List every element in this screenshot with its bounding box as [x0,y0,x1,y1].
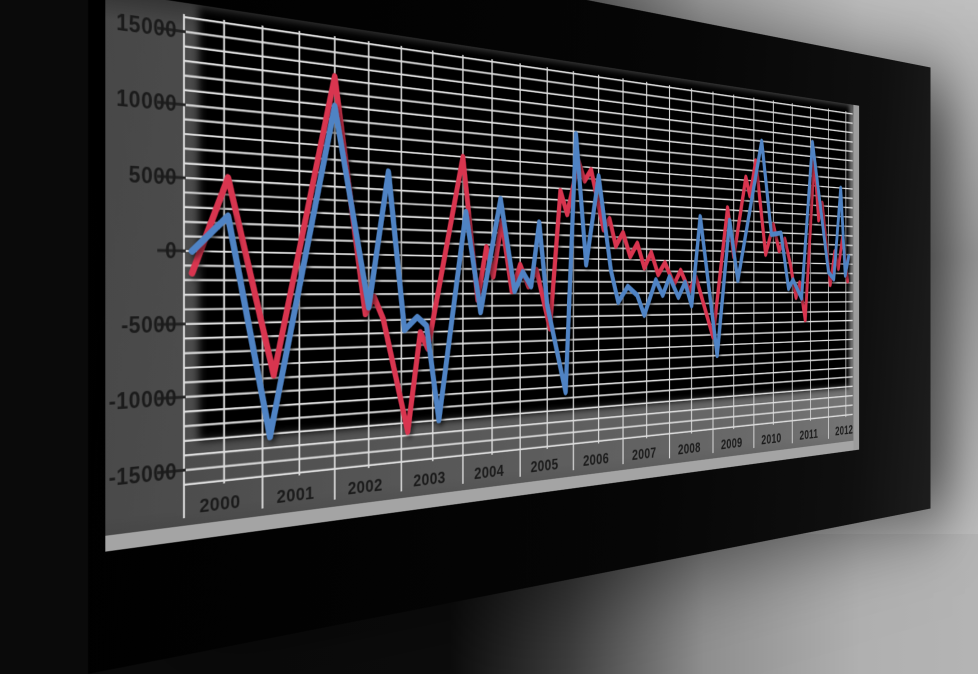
x-tick-label: 2012 [835,422,853,438]
x-tick-label: 2004 [474,461,504,483]
y-tick-label: 5000 [129,162,177,190]
y-tick-label: 0 [165,238,177,263]
face-edge-highlight-right [853,104,860,451]
x-tick-label: 2001 [277,483,315,508]
chart-svg: 15000 10000 5000 0 -5000 -10000 -15000 2000 2001… [105,6,860,552]
x-tick-label: 2006 [583,450,609,470]
x-tick-label: 2011 [800,426,818,443]
x-tick-label: 2009 [721,435,742,453]
y-tick-label: -10000 [109,385,177,414]
x-tick-label: 2002 [348,475,383,499]
x-tick-label: 2003 [413,468,445,491]
y-tick-label: 15000 [116,9,177,43]
y-axis: 15000 10000 5000 0 -5000 -10000 -15000 [109,9,186,490]
x-tick-label: 2007 [632,444,656,463]
x-tick-label: 2008 [678,439,701,458]
x-tick-label: 2000 [199,491,240,517]
chart-backdrop [198,6,850,441]
y-tick-label: -15000 [109,458,177,490]
y-tick-label: -5000 [121,312,177,338]
screen-face: 15000 10000 5000 0 -5000 -10000 -15000 2000 2001… [105,0,860,552]
billboard-screen: 15000 10000 5000 0 -5000 -10000 -15000 2000 2001… [88,0,931,674]
scene: 15000 10000 5000 0 -5000 -10000 -15000 2000 2001… [88,0,931,674]
x-tick-label: 2005 [531,455,559,476]
x-tick-label: 2010 [761,430,781,447]
x-axis: 2000 2001 2002 2003 2004 2005 2006 2007 2008 2009… [199,422,853,517]
y-tick-label: 10000 [116,85,177,116]
